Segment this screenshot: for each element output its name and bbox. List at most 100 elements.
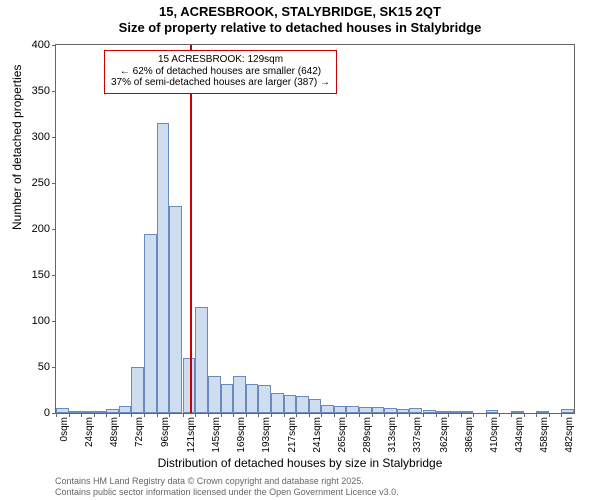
y-tick-mark bbox=[52, 183, 56, 184]
x-tick-mark bbox=[144, 413, 145, 417]
y-tick-mark bbox=[52, 321, 56, 322]
callout-line-1: 15 ACRESBROOK: 129sqm bbox=[111, 54, 330, 66]
histogram-bar bbox=[157, 123, 170, 413]
histogram-bar bbox=[346, 406, 359, 413]
x-tick-mark bbox=[195, 413, 196, 417]
footer-line1: Contains HM Land Registry data © Crown c… bbox=[55, 476, 399, 487]
x-tick-label: 193sqm bbox=[261, 417, 272, 453]
x-tick-mark bbox=[131, 413, 132, 417]
x-tick-mark bbox=[284, 413, 285, 417]
x-tick-mark bbox=[309, 413, 310, 417]
x-tick-mark bbox=[536, 413, 537, 417]
x-tick-label: 241sqm bbox=[312, 417, 323, 453]
histogram-bar bbox=[94, 411, 107, 413]
histogram-bar bbox=[284, 395, 297, 413]
histogram-bar bbox=[423, 410, 436, 413]
x-tick-mark bbox=[119, 413, 120, 417]
histogram-bar bbox=[511, 411, 524, 413]
x-tick-mark bbox=[271, 413, 272, 417]
x-tick-mark bbox=[258, 413, 259, 417]
histogram-bar bbox=[409, 408, 422, 413]
x-tick-label: 72sqm bbox=[134, 417, 145, 447]
title-line1: 15, ACRESBROOK, STALYBRIDGE, SK15 2QT bbox=[0, 4, 600, 19]
histogram-bar bbox=[233, 376, 246, 413]
x-tick-mark bbox=[448, 413, 449, 417]
y-tick-label: 150 bbox=[32, 269, 50, 281]
histogram-bar bbox=[448, 411, 461, 413]
histogram-bar bbox=[397, 409, 410, 413]
x-tick-mark bbox=[69, 413, 70, 417]
x-tick-label: 145sqm bbox=[211, 417, 222, 453]
x-tick-label: 289sqm bbox=[362, 417, 373, 453]
x-tick-label: 337sqm bbox=[412, 417, 423, 453]
x-tick-mark bbox=[524, 413, 525, 417]
histogram-bar bbox=[144, 234, 157, 413]
y-tick-label: 300 bbox=[32, 131, 50, 143]
x-tick-mark bbox=[423, 413, 424, 417]
histogram-bar bbox=[81, 411, 94, 413]
histogram-bar bbox=[384, 408, 397, 413]
x-tick-label: 121sqm bbox=[186, 417, 197, 453]
y-axis-label: Number of detached properties bbox=[10, 65, 24, 230]
x-tick-label: 0sqm bbox=[59, 417, 70, 441]
x-tick-label: 96sqm bbox=[160, 417, 171, 447]
x-tick-mark bbox=[359, 413, 360, 417]
y-tick-mark bbox=[52, 275, 56, 276]
histogram-bar bbox=[131, 367, 144, 413]
x-tick-mark bbox=[334, 413, 335, 417]
histogram-bar bbox=[296, 396, 309, 413]
bars-layer bbox=[56, 45, 574, 413]
histogram-bar bbox=[561, 409, 574, 413]
y-tick-label: 0 bbox=[44, 407, 50, 419]
histogram-bar bbox=[208, 376, 221, 413]
x-tick-mark bbox=[473, 413, 474, 417]
x-tick-label: 48sqm bbox=[109, 417, 120, 447]
x-tick-mark bbox=[321, 413, 322, 417]
y-tick-label: 50 bbox=[38, 361, 50, 373]
x-tick-label: 313sqm bbox=[387, 417, 398, 453]
footer-line2: Contains public sector information licen… bbox=[55, 487, 399, 498]
x-tick-mark bbox=[511, 413, 512, 417]
x-tick-mark bbox=[549, 413, 550, 417]
x-tick-mark bbox=[81, 413, 82, 417]
callout-box: 15 ACRESBROOK: 129sqm ← 62% of detached … bbox=[104, 50, 337, 94]
y-tick-mark bbox=[52, 91, 56, 92]
x-tick-mark bbox=[208, 413, 209, 417]
x-tick-label: 386sqm bbox=[464, 417, 475, 453]
histogram-bar bbox=[372, 407, 385, 413]
histogram-bar bbox=[309, 399, 322, 413]
histogram-bar bbox=[221, 384, 234, 413]
x-tick-label: 265sqm bbox=[337, 417, 348, 453]
y-tick-label: 400 bbox=[32, 39, 50, 51]
histogram-bar bbox=[271, 393, 284, 413]
histogram-bar bbox=[56, 408, 69, 413]
x-tick-label: 434sqm bbox=[514, 417, 525, 453]
x-tick-mark bbox=[157, 413, 158, 417]
x-tick-mark bbox=[499, 413, 500, 417]
title-line2: Size of property relative to detached ho… bbox=[0, 20, 600, 35]
x-tick-label: 217sqm bbox=[287, 417, 298, 453]
x-tick-mark bbox=[169, 413, 170, 417]
y-tick-mark bbox=[52, 367, 56, 368]
histogram-bar bbox=[359, 407, 372, 413]
x-tick-mark bbox=[409, 413, 410, 417]
histogram-bar bbox=[258, 385, 271, 413]
x-tick-mark bbox=[346, 413, 347, 417]
x-tick-label: 458sqm bbox=[539, 417, 550, 453]
x-tick-mark bbox=[94, 413, 95, 417]
histogram-bar bbox=[169, 206, 182, 413]
y-tick-label: 200 bbox=[32, 223, 50, 235]
callout-line-3: 37% of semi-detached houses are larger (… bbox=[111, 77, 330, 89]
y-tick-mark bbox=[52, 45, 56, 46]
x-tick-mark bbox=[486, 413, 487, 417]
x-tick-mark bbox=[296, 413, 297, 417]
x-tick-label: 24sqm bbox=[84, 417, 95, 447]
chart-title: 15, ACRESBROOK, STALYBRIDGE, SK15 2QT Si… bbox=[0, 0, 600, 35]
x-tick-mark bbox=[106, 413, 107, 417]
histogram-bar bbox=[461, 411, 474, 413]
x-tick-mark bbox=[221, 413, 222, 417]
y-tick-label: 100 bbox=[32, 315, 50, 327]
y-tick-label: 250 bbox=[32, 177, 50, 189]
x-tick-label: 482sqm bbox=[564, 417, 575, 453]
footer: Contains HM Land Registry data © Crown c… bbox=[55, 476, 399, 498]
